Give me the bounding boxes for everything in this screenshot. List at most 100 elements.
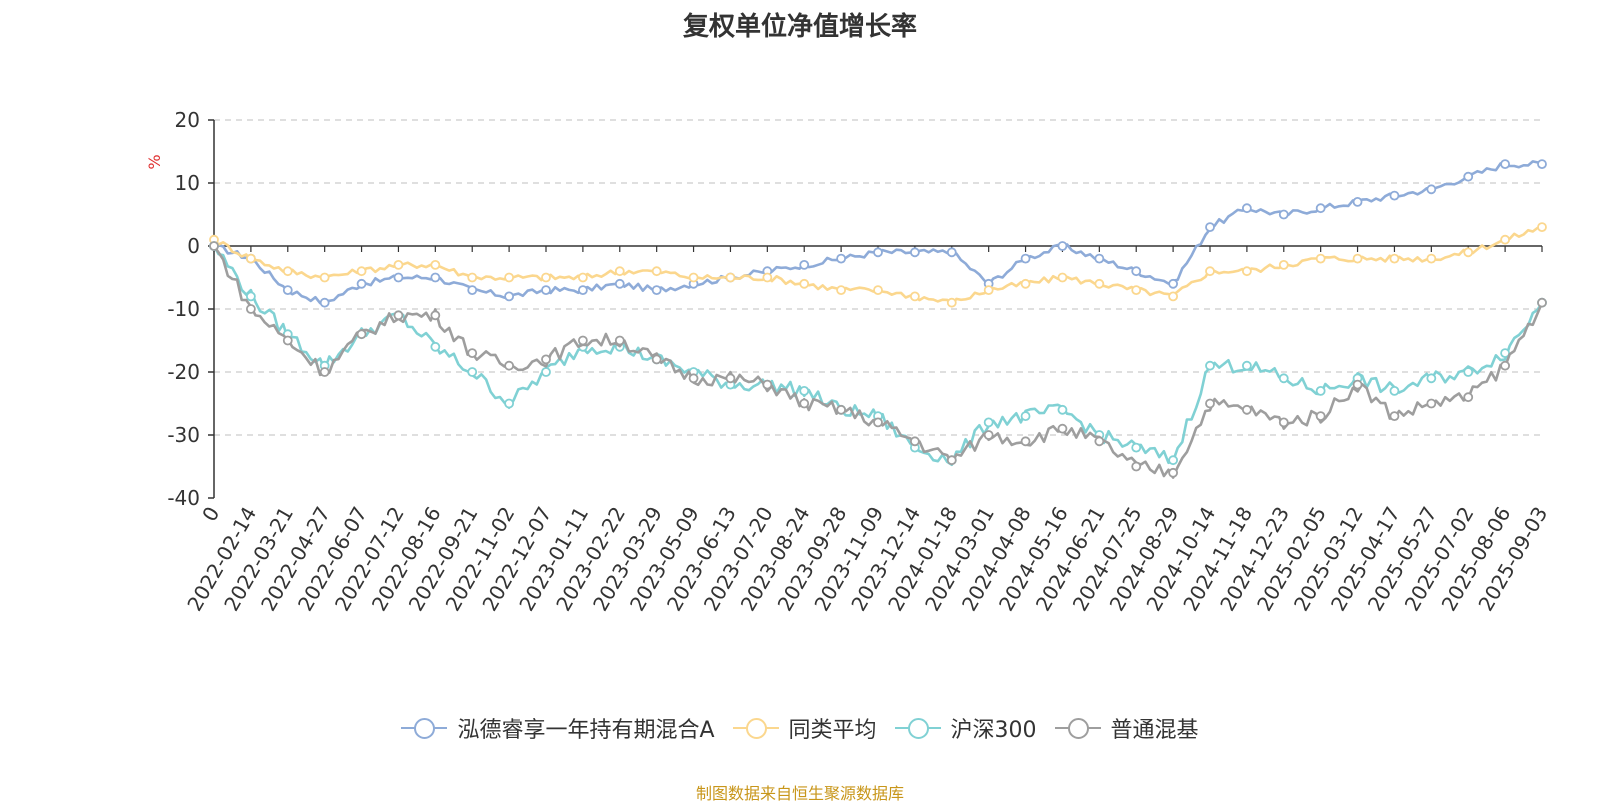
series-1-point-4[interactable] (356, 266, 367, 277)
series-1-point-8[interactable] (504, 272, 515, 283)
series-1-point-19[interactable] (909, 291, 920, 302)
series-3-point-21[interactable] (983, 430, 994, 440)
series-1-point-16[interactable] (799, 278, 810, 289)
series-3-point-16[interactable] (799, 398, 810, 409)
series-0-point-8[interactable] (504, 291, 515, 302)
series-1-point-6[interactable] (430, 259, 441, 270)
series-3-point-2[interactable] (282, 335, 293, 346)
series-2-point-27[interactable] (1205, 360, 1215, 371)
series-3-point-25[interactable] (1131, 461, 1142, 472)
series-3-point-35[interactable] (1500, 360, 1511, 371)
series-2-point-26[interactable] (1168, 455, 1179, 466)
series-3-point-20[interactable] (946, 455, 957, 466)
series-2-point-1[interactable] (245, 291, 256, 302)
series-2-point-30[interactable] (1315, 385, 1326, 396)
series-0-point-11[interactable] (614, 278, 625, 289)
series-3-point-27[interactable] (1205, 398, 1215, 409)
series-1-point-10[interactable] (577, 272, 588, 283)
series-3-point-29[interactable] (1278, 417, 1289, 428)
series-3-point-33[interactable] (1426, 398, 1437, 409)
series-1-point-34[interactable] (1463, 247, 1474, 258)
series-1-point-15[interactable] (762, 272, 773, 283)
series-1-point-25[interactable] (1131, 285, 1142, 296)
series-1-point-35[interactable] (1500, 234, 1511, 245)
series-1-point-9[interactable] (541, 272, 551, 283)
series-3-point-14[interactable] (725, 373, 736, 384)
series-3-point-13[interactable] (688, 373, 699, 384)
series-1-point-5[interactable] (393, 259, 404, 270)
series-3-point-36[interactable] (1537, 297, 1547, 308)
series-1-point-18[interactable] (873, 285, 883, 296)
series-1-point-17[interactable] (836, 285, 847, 296)
series-1-point-14[interactable] (725, 272, 736, 283)
series-0-point-36[interactable] (1537, 159, 1547, 170)
series-2-point-23[interactable] (1057, 404, 1068, 415)
series-3-point-15[interactable] (762, 379, 773, 390)
series-1-point-20[interactable] (946, 297, 957, 308)
series-3-point-3[interactable] (319, 367, 330, 377)
series-3-point-4[interactable] (356, 329, 367, 340)
series-3-point-34[interactable] (1463, 392, 1474, 403)
series-3-point-30[interactable] (1315, 411, 1326, 422)
series-0-point-12[interactable] (651, 285, 662, 296)
series-1-point-11[interactable] (614, 266, 625, 277)
series-0-point-20[interactable] (946, 247, 957, 258)
series-0-point-24[interactable] (1094, 253, 1105, 264)
series-0-point-17[interactable] (836, 253, 847, 264)
series-0-point-4[interactable] (356, 278, 367, 289)
series-0-point-16[interactable] (799, 259, 810, 270)
series-3-point-11[interactable] (614, 335, 625, 346)
series-1-point-3[interactable] (319, 272, 330, 283)
series-1-point-36[interactable] (1537, 222, 1547, 233)
series-2-point-33[interactable] (1426, 373, 1437, 384)
series-1-point-33[interactable] (1426, 253, 1437, 264)
series-1-point-28[interactable] (1241, 266, 1252, 277)
series-3-point-9[interactable] (541, 354, 551, 365)
series-3-point-5[interactable] (393, 310, 404, 321)
series-0-point-9[interactable] (541, 285, 551, 296)
series-0-point-25[interactable] (1131, 266, 1142, 277)
legend-item-3[interactable]: 普通混基 (1054, 712, 1199, 744)
series-0-point-5[interactable] (393, 272, 404, 283)
series-1-point-29[interactable] (1278, 259, 1289, 270)
series-3-point-6[interactable] (430, 310, 441, 321)
series-1-point-12[interactable] (651, 266, 662, 277)
legend-item-1[interactable]: 同类平均 (732, 712, 877, 744)
series-1-point-13[interactable] (688, 272, 699, 283)
series-0-point-22[interactable] (1020, 253, 1031, 264)
series-3-point-18[interactable] (873, 417, 883, 428)
series-0-point-7[interactable] (467, 285, 478, 296)
series-2-point-7[interactable] (467, 367, 478, 377)
series-1-point-2[interactable] (282, 266, 293, 277)
series-2-point-9[interactable] (541, 367, 551, 377)
series-3-point-28[interactable] (1241, 404, 1252, 415)
series-3-point-17[interactable] (836, 404, 847, 415)
series-0-point-28[interactable] (1241, 203, 1252, 214)
series-1-point-21[interactable] (983, 285, 994, 296)
series-3-point-19[interactable] (909, 436, 920, 447)
series-3-point-32[interactable] (1389, 411, 1400, 422)
series-3-point-26[interactable] (1168, 467, 1179, 478)
series-0-point-32[interactable] (1389, 190, 1400, 201)
series-0-point-19[interactable] (909, 247, 920, 258)
series-2-point-29[interactable] (1278, 373, 1289, 384)
series-1-point-7[interactable] (467, 272, 478, 283)
series-1-point-27[interactable] (1205, 266, 1215, 277)
series-3-point-24[interactable] (1094, 436, 1105, 447)
series-0-point-10[interactable] (577, 285, 588, 296)
series-3-point-8[interactable] (504, 360, 515, 371)
series-2-point-25[interactable] (1131, 442, 1142, 453)
series-0-point-6[interactable] (430, 272, 441, 283)
series-0-point-31[interactable] (1352, 196, 1363, 207)
series-2-point-28[interactable] (1241, 360, 1252, 371)
series-3-point-0[interactable] (209, 241, 219, 251)
series-2-point-34[interactable] (1463, 367, 1474, 377)
legend-item-0[interactable]: 泓德睿享一年持有期混合A (401, 712, 715, 744)
series-3-point-22[interactable] (1020, 436, 1031, 447)
series-2-point-32[interactable] (1389, 385, 1400, 396)
series-1-point-30[interactable] (1315, 253, 1326, 264)
series-1-point-26[interactable] (1168, 291, 1179, 302)
series-0-point-26[interactable] (1168, 278, 1179, 289)
series-0-point-18[interactable] (873, 247, 883, 258)
series-2-point-6[interactable] (430, 341, 441, 352)
